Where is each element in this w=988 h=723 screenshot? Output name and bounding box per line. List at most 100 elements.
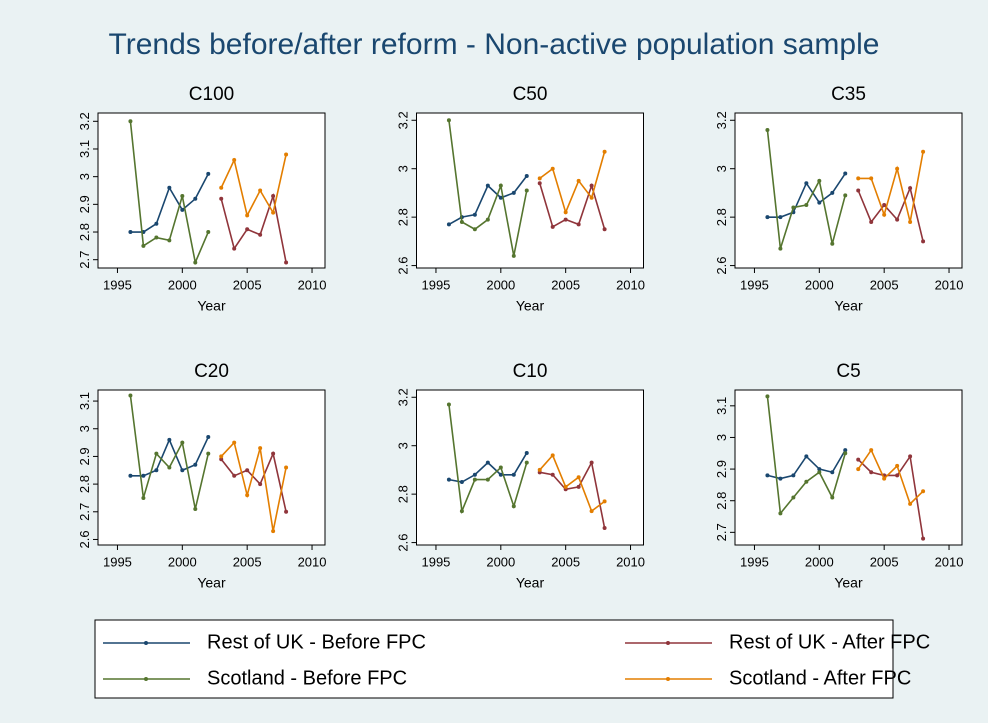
plot-area (416, 112, 644, 269)
x-tick-label: 2010 (935, 554, 964, 569)
series-marker (258, 232, 263, 237)
x-tick-label: 2010 (298, 554, 327, 569)
series-marker (232, 246, 237, 251)
series-marker (856, 457, 861, 462)
series-marker (908, 219, 913, 224)
series-marker (219, 457, 224, 462)
series-marker (154, 468, 159, 473)
series-marker (856, 467, 861, 472)
series-marker (128, 119, 133, 124)
series-marker (882, 212, 887, 217)
series-marker (180, 468, 185, 473)
series-marker (193, 196, 198, 201)
series-marker (791, 473, 796, 478)
series-line (220, 440, 287, 532)
series-marker (180, 207, 185, 212)
series-marker (472, 472, 477, 477)
series-marker (472, 227, 477, 232)
series-marker (843, 448, 848, 453)
x-tick-label: 2010 (616, 554, 645, 569)
y-tick-label: 3.1 (714, 397, 729, 415)
series-marker (882, 203, 887, 208)
series-marker (245, 468, 250, 473)
y-tick-label: 2.6 (77, 530, 92, 548)
plot-area (416, 389, 644, 546)
series-marker (511, 190, 516, 195)
series-marker (459, 480, 464, 485)
x-tick-label: 2000 (486, 554, 515, 569)
panel-title: C10 (513, 361, 548, 382)
series-marker (576, 475, 581, 480)
series-marker (895, 473, 900, 478)
y-tick-label: 3.2 (396, 388, 411, 406)
series-marker (882, 476, 887, 481)
series-marker (141, 495, 146, 500)
series-marker (498, 472, 503, 477)
legend-swatch-marker (144, 641, 148, 645)
x-tick-label: 1995 (740, 554, 769, 569)
panel-title: C100 (189, 84, 234, 105)
x-axis-label: Year (834, 298, 863, 314)
series-marker (446, 477, 451, 482)
x-tick-label: 1995 (103, 277, 132, 292)
series-marker (219, 196, 224, 201)
series-marker (511, 472, 516, 477)
series-marker (154, 451, 159, 456)
series-marker (219, 454, 224, 459)
series-marker (804, 454, 809, 459)
y-tick-label: 2.8 (77, 475, 92, 493)
series-marker (154, 221, 159, 226)
x-tick-label: 1995 (421, 277, 450, 292)
legend-label: Rest of UK - Before FPC (207, 631, 426, 653)
series-marker (258, 482, 263, 487)
series-marker (284, 152, 289, 157)
series-marker (778, 246, 783, 251)
series-marker (791, 495, 796, 500)
y-tick-label: 3.2 (714, 111, 729, 129)
series-marker (167, 437, 172, 442)
x-axis-label: Year (834, 575, 863, 591)
series-marker (485, 217, 490, 222)
series-marker (271, 210, 276, 215)
series-marker (830, 495, 835, 500)
panel-title: C35 (831, 84, 866, 105)
x-tick-label: 2000 (486, 277, 515, 292)
series-marker (128, 230, 133, 235)
series-marker (498, 183, 503, 188)
series-marker (804, 203, 809, 208)
series-marker (245, 213, 250, 218)
series-line (220, 451, 287, 512)
y-tick-label: 3 (714, 434, 729, 441)
x-tick-label: 1995 (103, 554, 132, 569)
series-marker (602, 526, 607, 531)
series-marker (446, 222, 451, 227)
series-marker (206, 451, 211, 456)
series-marker (459, 509, 464, 514)
series-marker (245, 493, 250, 498)
series-marker (446, 402, 451, 407)
series-marker (602, 227, 607, 232)
series-marker (765, 394, 770, 399)
series-marker (472, 212, 477, 217)
series-marker (817, 467, 822, 472)
series-marker (284, 260, 289, 265)
x-tick-label: 1995 (421, 554, 450, 569)
series-line (857, 448, 924, 506)
series-marker (498, 195, 503, 200)
legend-label: Scotland - Before FPC (207, 667, 407, 689)
series-marker (830, 190, 835, 195)
series-marker (804, 181, 809, 186)
y-tick-label: 2.8 (396, 208, 411, 226)
y-tick-label: 2.8 (77, 223, 92, 241)
series-line (539, 453, 606, 513)
series-marker (895, 463, 900, 468)
series-marker (180, 194, 185, 199)
series-marker (550, 472, 555, 477)
series-marker (817, 470, 822, 475)
series-marker (258, 188, 263, 193)
series-marker (154, 235, 159, 240)
y-tick-label: 2.7 (77, 251, 92, 269)
series-marker (589, 183, 594, 188)
series-marker (869, 176, 874, 181)
series-marker (869, 448, 874, 453)
